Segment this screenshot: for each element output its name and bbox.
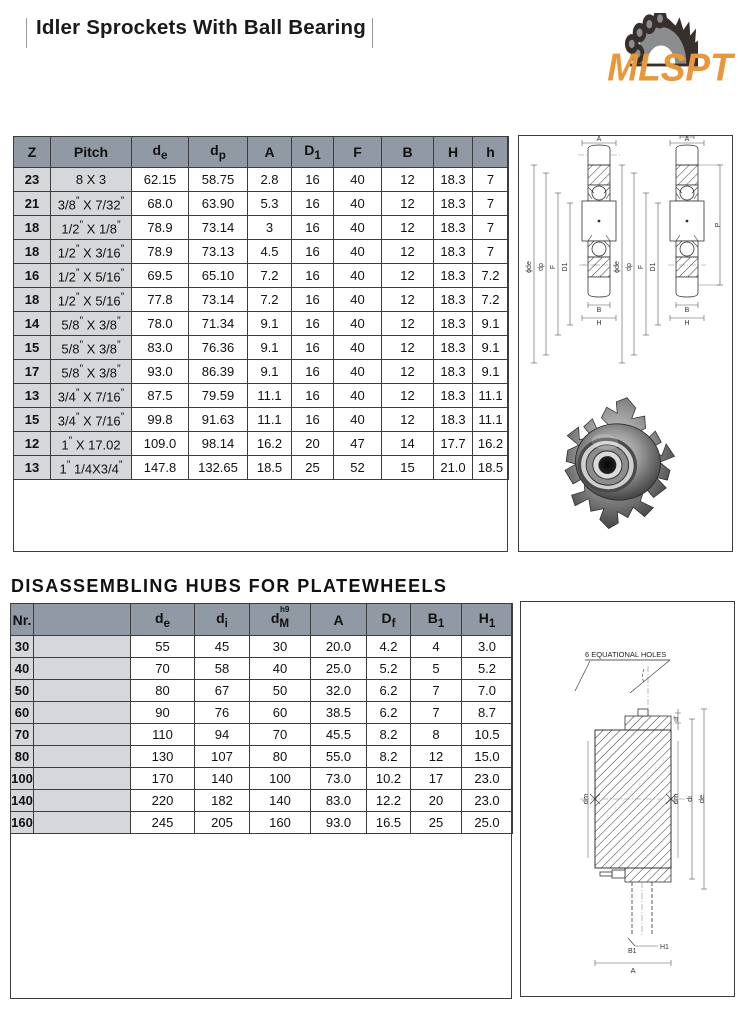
svg-text:dp: dp (538, 263, 545, 271)
svg-text:P: P (715, 222, 722, 227)
svg-text:B: B (597, 307, 602, 314)
svg-text:H: H (596, 320, 601, 327)
svg-text:de: de (697, 795, 706, 803)
svg-text:ϕde: ϕde (526, 261, 533, 273)
svg-text:A: A (685, 136, 690, 143)
svg-text:A: A (630, 966, 635, 975)
svg-text:B: B (685, 307, 690, 314)
svg-text:D1: D1 (562, 262, 569, 271)
svg-text:ϕde: ϕde (614, 261, 621, 273)
svg-text:H1: H1 (660, 944, 669, 951)
svg-text:H: H (684, 320, 689, 327)
svg-text:dp: dp (626, 263, 633, 271)
svg-text:6 EQUATIONAL HOLES: 6 EQUATIONAL HOLES (585, 650, 666, 659)
svg-text:F: F (550, 265, 557, 269)
svg-text:df: df (673, 716, 680, 722)
svg-text:B1: B1 (628, 948, 637, 955)
svg-text:dm: dm (581, 794, 590, 804)
svg-text:D1: D1 (650, 262, 657, 271)
svg-text:A: A (597, 136, 602, 143)
svg-text:di: di (685, 796, 694, 802)
svg-text:dm: dm (671, 794, 680, 804)
svg-text:F: F (638, 265, 645, 269)
